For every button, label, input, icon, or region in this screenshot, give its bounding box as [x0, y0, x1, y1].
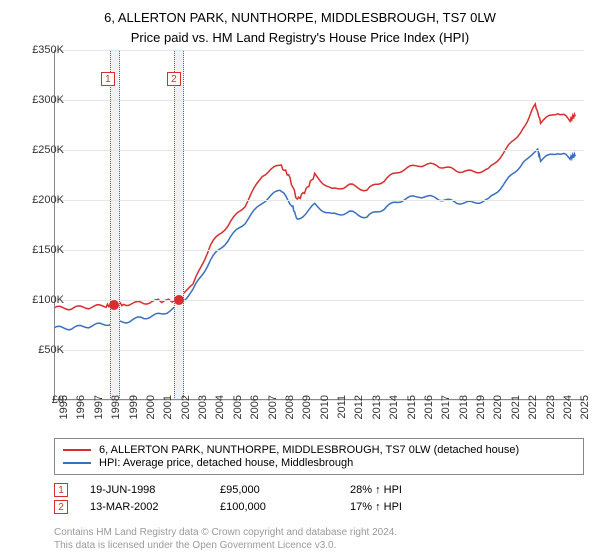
gridline [54, 200, 584, 201]
x-tick-label: 2019 [475, 395, 487, 435]
sale-marker-box-1: 1 [101, 72, 115, 86]
sale-band [174, 50, 184, 400]
x-tick-label: 1998 [110, 395, 122, 435]
x-tick-label: 2000 [145, 395, 157, 435]
x-tick-label: 1999 [128, 395, 140, 435]
x-tick-label: 2021 [510, 395, 522, 435]
y-tick-label: £0 [14, 394, 64, 406]
x-tick-label: 2020 [492, 395, 504, 435]
x-tick-label: 2001 [162, 395, 174, 435]
sales-table: 1 19-JUN-1998 £95,000 28% ↑ HPI 2 13-MAR… [54, 480, 584, 517]
series-svg [54, 50, 584, 400]
x-tick-label: 1995 [58, 395, 70, 435]
gridline [54, 100, 584, 101]
y-tick-label: £200K [14, 194, 64, 206]
x-tick-label: 2014 [388, 395, 400, 435]
chart-container: 6, ALLERTON PARK, NUNTHORPE, MIDDLESBROU… [0, 0, 600, 560]
sale-band [110, 50, 120, 400]
title-line-1: 6, ALLERTON PARK, NUNTHORPE, MIDDLESBROU… [0, 8, 600, 28]
x-tick-label: 2018 [458, 395, 470, 435]
attribution: Contains HM Land Registry data © Crown c… [54, 526, 397, 552]
legend-row-property: 6, ALLERTON PARK, NUNTHORPE, MIDDLESBROU… [63, 444, 575, 456]
x-tick-label: 1997 [93, 395, 105, 435]
x-tick-label: 2006 [249, 395, 261, 435]
sale-price-2: £100,000 [220, 501, 350, 513]
attribution-line-2: This data is licensed under the Open Gov… [54, 539, 397, 552]
legend-label-hpi: HPI: Average price, detached house, Midd… [99, 457, 353, 469]
x-tick-label: 2010 [319, 395, 331, 435]
x-tick-label: 2007 [267, 395, 279, 435]
legend-box: 6, ALLERTON PARK, NUNTHORPE, MIDDLESBROU… [54, 438, 584, 475]
gridline [54, 50, 584, 51]
x-tick-label: 2013 [371, 395, 383, 435]
legend-swatch-hpi [63, 462, 91, 464]
x-tick-label: 2011 [336, 395, 348, 435]
x-tick-label: 2002 [180, 395, 192, 435]
x-tick-label: 2025 [579, 395, 591, 435]
sale-price-1: £95,000 [220, 484, 350, 496]
y-tick-label: £100K [14, 294, 64, 306]
sale-delta-2: 17% ↑ HPI [350, 501, 480, 513]
legend-row-hpi: HPI: Average price, detached house, Midd… [63, 457, 575, 469]
sale-index-2: 2 [54, 500, 68, 514]
legend-swatch-property [63, 449, 91, 451]
sale-marker-box-2: 2 [167, 72, 181, 86]
sales-row-1: 1 19-JUN-1998 £95,000 28% ↑ HPI [54, 483, 584, 497]
x-tick-label: 2017 [440, 395, 452, 435]
sale-dot-1 [109, 300, 119, 310]
sale-date-1: 19-JUN-1998 [90, 484, 220, 496]
title-line-2: Price paid vs. HM Land Registry's House … [0, 28, 600, 48]
chart-plot-area: 12 [54, 50, 584, 400]
legend-label-property: 6, ALLERTON PARK, NUNTHORPE, MIDDLESBROU… [99, 444, 519, 456]
x-tick-label: 1996 [75, 395, 87, 435]
x-tick-label: 2023 [545, 395, 557, 435]
sales-row-2: 2 13-MAR-2002 £100,000 17% ↑ HPI [54, 500, 584, 514]
gridline [54, 300, 584, 301]
title-block: 6, ALLERTON PARK, NUNTHORPE, MIDDLESBROU… [0, 0, 600, 47]
sale-delta-1: 28% ↑ HPI [350, 484, 480, 496]
y-tick-label: £300K [14, 94, 64, 106]
x-tick-label: 2015 [406, 395, 418, 435]
gridline [54, 150, 584, 151]
x-tick-label: 2003 [197, 395, 209, 435]
y-tick-label: £350K [14, 44, 64, 56]
x-tick-label: 2022 [527, 395, 539, 435]
x-tick-label: 2004 [214, 395, 226, 435]
series-property [54, 104, 575, 310]
x-tick-label: 2008 [284, 395, 296, 435]
x-tick-label: 2012 [353, 395, 365, 435]
y-tick-label: £50K [14, 344, 64, 356]
sale-dot-2 [174, 295, 184, 305]
x-tick-label: 2024 [562, 395, 574, 435]
attribution-line-1: Contains HM Land Registry data © Crown c… [54, 526, 397, 539]
sale-index-1: 1 [54, 483, 68, 497]
x-tick-label: 2009 [301, 395, 313, 435]
x-tick-label: 2016 [423, 395, 435, 435]
gridline [54, 350, 584, 351]
y-tick-label: £250K [14, 144, 64, 156]
sale-date-2: 13-MAR-2002 [90, 501, 220, 513]
x-tick-label: 2005 [232, 395, 244, 435]
gridline [54, 250, 584, 251]
y-tick-label: £150K [14, 244, 64, 256]
